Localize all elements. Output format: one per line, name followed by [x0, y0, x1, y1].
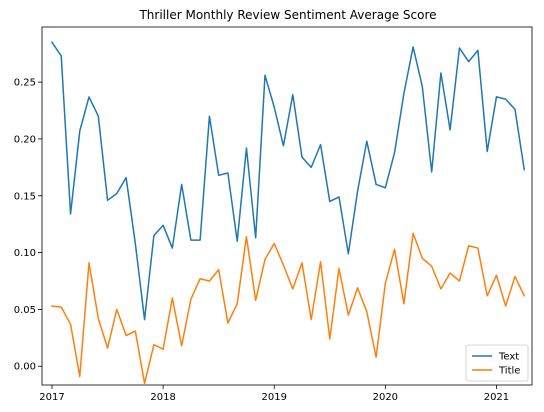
y-tick-label: 0.05	[14, 305, 36, 316]
x-tick-label: 2018	[150, 392, 175, 403]
y-tick-label: 0.00	[14, 362, 36, 373]
legend-label-text: Text	[498, 352, 519, 363]
legend-box	[465, 344, 529, 382]
x-tick-label: 2021	[484, 392, 509, 403]
series-group	[50, 41, 526, 385]
y-tick-label: 0.10	[14, 248, 36, 259]
x-tick-label: 2020	[373, 392, 398, 403]
x-tick-label: 2017	[39, 392, 64, 403]
chart-title: Thriller Monthly Review Sentiment Averag…	[138, 8, 436, 22]
y-tick-label: 0.15	[14, 191, 36, 202]
y-tick-label: 0.20	[14, 134, 36, 145]
legend: Text Title	[465, 344, 529, 382]
y-tick-label: 0.25	[14, 78, 36, 89]
series-line-text	[50, 41, 526, 321]
plot-frame	[41, 26, 533, 386]
legend-label-title: Title	[498, 366, 520, 377]
x-tick-label: 2019	[261, 392, 286, 403]
series-line-title	[51, 232, 526, 385]
axes: 2017 2018 2019 2020 2021 0.00 0.05 0.10 0.15 0.20…	[14, 78, 509, 403]
